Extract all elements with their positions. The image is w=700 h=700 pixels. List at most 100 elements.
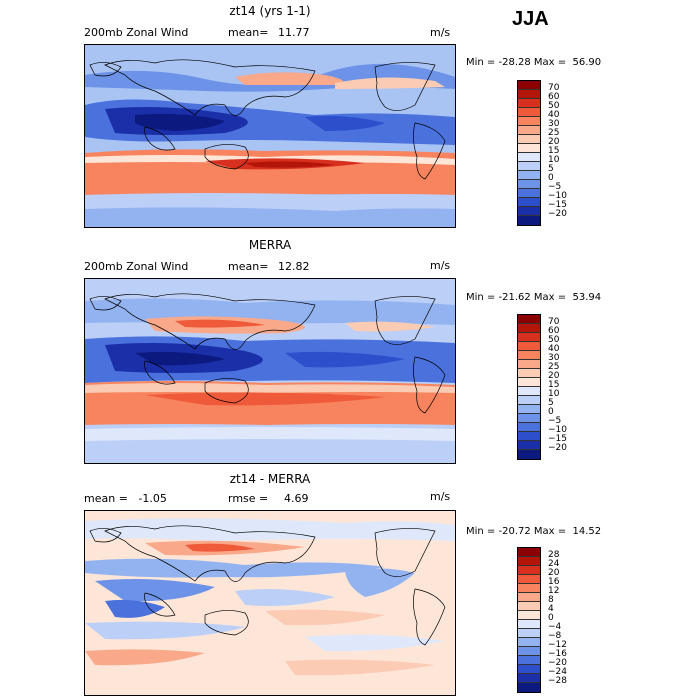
colorbar-label: 70 — [548, 317, 560, 327]
map-diff-field — [85, 511, 455, 695]
colorbar-swatch — [518, 584, 540, 593]
colorbar-model — [517, 80, 541, 226]
colorbar-label: 10 — [548, 389, 560, 399]
units-label: m/s — [430, 26, 451, 39]
colorbar-label: 0 — [548, 613, 554, 623]
colorbar-label: −15 — [548, 434, 567, 444]
colorbar-label: −28 — [548, 676, 567, 686]
field-label: 200mb Zonal Wind — [84, 26, 189, 39]
colorbar-swatch — [518, 414, 540, 423]
colorbar-label: 50 — [548, 335, 560, 345]
colorbar-label: −12 — [548, 640, 567, 650]
map-model-field — [85, 45, 455, 227]
colorbar-label: 5 — [548, 398, 554, 408]
colorbar-label: 0 — [548, 173, 554, 183]
colorbar-label: 70 — [548, 83, 560, 93]
colorbar-swatch — [518, 450, 540, 459]
colorbar-swatch — [518, 360, 540, 369]
panel-title: zt14 - MERRA — [229, 472, 311, 486]
mean-value: 11.77 — [278, 26, 310, 39]
colorbar-swatch — [518, 647, 540, 656]
colorbar-swatch — [518, 180, 540, 189]
min-max-label: Min = -21.62 Max = 53.94 — [466, 292, 602, 303]
colorbar-swatch — [518, 117, 540, 126]
colorbar-swatch — [518, 575, 540, 584]
colorbar-swatch — [518, 333, 540, 342]
colorbar-swatch — [518, 378, 540, 387]
colorbar-swatch — [518, 342, 540, 351]
mean-label: mean= — [228, 260, 269, 273]
colorbar-label: 25 — [548, 362, 560, 372]
colorbar-label: −10 — [548, 425, 567, 435]
colorbar-labels-obs: 70 60 50 40 30 25 20 15 10 5 0 −5 −10 −1… — [548, 314, 588, 458]
colorbar-swatch — [518, 566, 540, 575]
colorbar-label: 20 — [548, 568, 560, 578]
colorbar-label: 0 — [548, 407, 554, 417]
colorbar-label: 40 — [548, 344, 560, 354]
colorbar-swatch — [518, 387, 540, 396]
colorbar-swatch — [518, 683, 540, 692]
colorbar-label: 5 — [548, 164, 554, 174]
colorbar-labels-model: 70 60 50 40 30 25 20 15 10 5 0 −5 −10 −1… — [548, 80, 588, 224]
colorbar-swatch — [518, 629, 540, 638]
season-label: JJA — [512, 8, 549, 30]
colorbar-swatch — [518, 126, 540, 135]
colorbar-label: 15 — [548, 380, 560, 390]
colorbar-label: 40 — [548, 110, 560, 120]
map-diff — [84, 510, 456, 696]
colorbar-swatch — [518, 153, 540, 162]
colorbar-swatch — [518, 144, 540, 153]
colorbar-label: −16 — [548, 649, 567, 659]
min-max-label: Min = -28.28 Max = 56.90 — [466, 57, 602, 68]
colorbar-swatch — [518, 548, 540, 557]
colorbar-swatch — [518, 108, 540, 117]
colorbar-swatch — [518, 81, 540, 90]
colorbar-label: 8 — [548, 595, 554, 605]
colorbar-obs — [517, 314, 541, 460]
panel-title: zt14 (yrs 1-1) — [229, 4, 311, 18]
colorbar-label: 20 — [548, 371, 560, 381]
colorbar-swatch — [518, 423, 540, 432]
map-obs-field — [85, 279, 455, 463]
colorbar-label: −20 — [548, 658, 567, 668]
colorbar-label: 30 — [548, 119, 560, 129]
colorbar-swatch — [518, 369, 540, 378]
colorbar-diff — [517, 547, 541, 693]
colorbar-label: 10 — [548, 155, 560, 165]
map-obs — [84, 278, 456, 464]
map-model — [84, 44, 456, 228]
colorbar-label: 20 — [548, 137, 560, 147]
units-label: m/s — [430, 490, 451, 503]
colorbar-swatch — [518, 665, 540, 674]
colorbar-swatch — [518, 315, 540, 324]
colorbar-swatch — [518, 620, 540, 629]
colorbar-label: −4 — [548, 622, 562, 632]
panel-title: MERRA — [248, 238, 292, 252]
colorbar-swatch — [518, 189, 540, 198]
colorbar-swatch — [518, 396, 540, 405]
colorbar-swatch — [518, 405, 540, 414]
colorbar-label: −10 — [548, 191, 567, 201]
colorbar-labels-diff: 28 24 20 16 12 8 4 0 −4 −8 −12 −16 −20 −… — [548, 547, 588, 691]
mean-label: mean= — [228, 26, 269, 39]
colorbar-label: 30 — [548, 353, 560, 363]
colorbar-swatch — [518, 557, 540, 566]
colorbar-swatch — [518, 207, 540, 216]
field-label: 200mb Zonal Wind — [84, 260, 189, 273]
colorbar-label: 28 — [548, 550, 560, 560]
colorbar-label: −20 — [548, 209, 567, 219]
colorbar-swatch — [518, 674, 540, 683]
colorbar-label: −20 — [548, 443, 567, 453]
rmse-label: rmse = — [228, 492, 269, 505]
colorbar-swatch — [518, 90, 540, 99]
colorbar-swatch — [518, 99, 540, 108]
colorbar-swatch — [518, 602, 540, 611]
colorbar-label: −5 — [548, 182, 562, 192]
colorbar-swatch — [518, 593, 540, 602]
colorbar-label: 60 — [548, 326, 560, 336]
min-max-label: Min = -20.72 Max = 14.52 — [466, 526, 602, 537]
rmse-value: 4.69 — [284, 492, 309, 505]
colorbar-label: 4 — [548, 604, 554, 614]
colorbar-swatch — [518, 171, 540, 180]
colorbar-swatch — [518, 611, 540, 620]
